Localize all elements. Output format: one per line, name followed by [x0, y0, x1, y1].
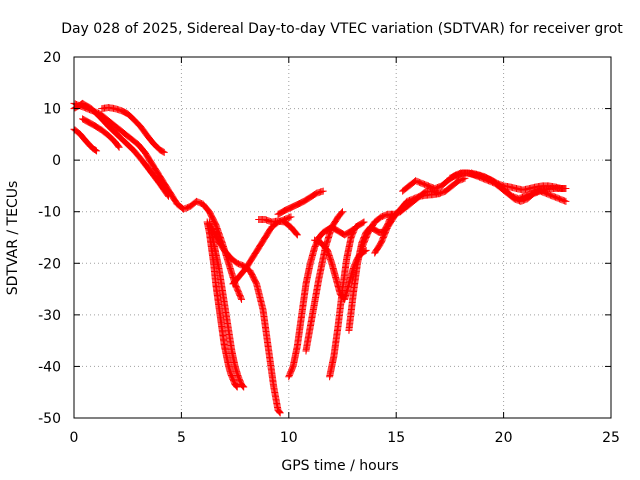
y-tick-label: -10 — [38, 205, 61, 221]
data-point-interp — [293, 230, 301, 238]
y-tick-label: -40 — [38, 359, 61, 375]
ticks — [73, 56, 612, 419]
data-point — [562, 185, 570, 193]
data-point-interp — [164, 191, 172, 199]
series-track-11 — [274, 187, 327, 218]
tick-labels: 0 5 10 15 20 25 -50 -40 -30 -20 -10 0 10 20 — [38, 50, 620, 446]
x-tick-label: 0 — [70, 430, 79, 446]
data-point — [93, 147, 101, 155]
data-point-interp — [159, 148, 167, 156]
grid — [74, 57, 611, 418]
series-track-21 — [467, 169, 570, 194]
series-track-2 — [70, 99, 173, 200]
x-axis-title: GPS time / hours — [281, 458, 398, 474]
data-point — [287, 213, 295, 221]
data-point-interp — [114, 142, 122, 150]
data-point-interp — [361, 247, 369, 255]
data-point-interp — [238, 381, 246, 389]
data-point-interp — [239, 382, 247, 390]
series-track-10 — [255, 215, 301, 239]
series-track-15 — [326, 218, 368, 381]
y-tick-label: -50 — [38, 411, 61, 427]
data-point — [160, 148, 168, 156]
y-tick-label: 20 — [43, 50, 61, 66]
data-point — [276, 409, 284, 417]
data-point-interp — [232, 381, 240, 389]
data-point-interp — [237, 294, 245, 302]
data-point — [562, 197, 570, 205]
series-track-4 — [70, 125, 101, 155]
y-tick-label: 0 — [52, 153, 61, 169]
series-track-13 — [302, 208, 346, 355]
data-layer — [70, 99, 570, 417]
x-tick-label: 5 — [177, 430, 186, 446]
data-point — [339, 208, 346, 216]
data-point — [115, 143, 123, 151]
data-point — [238, 295, 246, 303]
data-point — [362, 246, 370, 254]
x-tick-label: 15 — [387, 430, 405, 446]
data-point-interp — [338, 209, 346, 217]
series-track-7 — [203, 218, 241, 391]
data-point — [319, 187, 327, 195]
data-point — [165, 192, 173, 200]
y-tick-label: -20 — [38, 256, 61, 272]
y-axis-title: SDTVAR / TECUs — [5, 181, 21, 296]
data-point-interp — [286, 213, 294, 221]
y-tick-label: 10 — [43, 102, 61, 118]
data-point — [240, 383, 248, 391]
data-point — [360, 218, 368, 226]
x-tick-label: 25 — [602, 430, 620, 446]
x-tick-label: 20 — [495, 430, 513, 446]
series-track-3 — [98, 104, 168, 156]
data-point-interp — [275, 408, 283, 416]
x-tick-label: 10 — [280, 430, 298, 446]
data-point — [293, 231, 301, 239]
plot-frame — [73, 56, 612, 419]
series-track-8 — [207, 223, 284, 417]
series-track-12 — [285, 223, 357, 381]
data-point-interp — [275, 407, 283, 415]
series-track-5 — [79, 115, 123, 151]
data-point-interp — [91, 146, 99, 154]
data-point-interp — [359, 219, 367, 227]
data-point-interp — [561, 197, 569, 205]
data-point — [233, 383, 241, 391]
series-track-18 — [371, 174, 469, 257]
data-point-interp — [233, 382, 241, 390]
y-tick-label: -30 — [38, 308, 61, 324]
chart-title: Day 028 of 2025, Sidereal Day-to-day VTE… — [61, 21, 623, 37]
